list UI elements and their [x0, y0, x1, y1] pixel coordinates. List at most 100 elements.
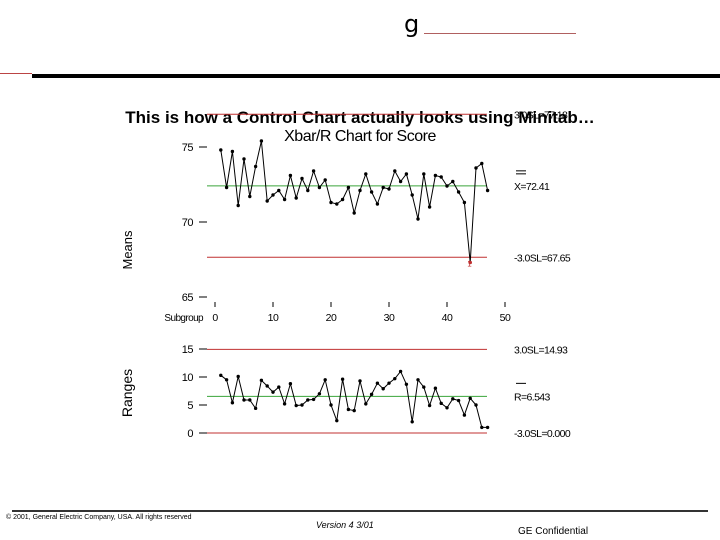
ranges-y-tick-label: 5: [187, 400, 193, 412]
means-point: [323, 178, 327, 182]
ranges-ucl-label: 3.0SL=14.93: [514, 344, 568, 356]
means-point: [387, 187, 391, 191]
means-point: [410, 193, 414, 197]
ranges-lcl-label: -3.0SL=0.000: [514, 428, 571, 440]
means-point: [294, 196, 298, 200]
ranges-point: [352, 408, 356, 413]
means-point: [306, 188, 310, 193]
means-point: [288, 173, 293, 178]
means-point: [364, 172, 368, 176]
ranges-point: [259, 378, 264, 383]
means-point: [352, 211, 356, 215]
header-divider: [32, 74, 720, 78]
footer-copyright: © 2001, General Electric Company, USA. A…: [6, 514, 192, 521]
footer-confidential: GE Confidential: [518, 526, 589, 537]
ranges-y-tick-label: 15: [182, 344, 194, 356]
means-axis-label: Means: [120, 230, 135, 270]
ranges-point: [387, 381, 391, 385]
means-point: [300, 176, 304, 181]
ranges-point: [236, 374, 240, 379]
ranges-point: [230, 401, 235, 405]
ranges-point: [422, 385, 426, 389]
means-point: [398, 179, 403, 184]
ranges-point: [329, 403, 333, 407]
ranges-axis-label: Ranges: [119, 369, 135, 417]
means-point: [219, 148, 223, 152]
ranges-point: [445, 406, 449, 410]
ranges-point: [294, 403, 298, 408]
means-ucl-label: 3.0SL=77.18: [514, 109, 568, 121]
ranges-point: [474, 403, 478, 407]
ranges-point: [375, 381, 380, 385]
ranges-point: [433, 386, 438, 390]
means-point: [381, 185, 385, 190]
ranges-point: [282, 402, 287, 406]
ranges-point: [248, 398, 252, 402]
means-point: [311, 169, 316, 173]
ranges-point: [335, 418, 339, 423]
means-point: [462, 200, 467, 205]
ranges-point: [364, 402, 368, 406]
means-point: [317, 185, 322, 190]
ranges-point: [317, 392, 322, 396]
ranges-point: [300, 403, 304, 407]
means-lcl-label: -3.0SL=67.65: [514, 252, 571, 264]
ranges-point: [358, 379, 362, 383]
means-point: [416, 217, 420, 221]
means-point: [340, 197, 345, 202]
ranges-point: [242, 398, 246, 402]
means-y-tick-label: 75: [182, 142, 194, 154]
x-tick-label: 30: [384, 312, 395, 324]
means-point: [439, 175, 443, 179]
means-point: [248, 194, 252, 199]
x-tick-label: 50: [500, 312, 511, 324]
ranges-point: [480, 425, 484, 430]
means-point: [358, 188, 362, 193]
means-point: [346, 185, 351, 190]
ranges-point: [416, 378, 420, 382]
means-center-label: X=72.41: [514, 181, 550, 193]
ranges-point: [410, 420, 414, 424]
means-out-of-control-flag: 1: [467, 260, 472, 269]
means-point: [265, 199, 269, 203]
ranges-point: [253, 406, 258, 411]
means-point: [277, 188, 281, 193]
means-point: [422, 172, 426, 176]
ranges-point: [485, 425, 490, 430]
ranges-point: [346, 407, 351, 412]
means-point: [369, 190, 374, 194]
x-tick-label: 20: [326, 312, 337, 324]
means-point: [282, 197, 287, 202]
ranges-point: [381, 387, 385, 391]
means-point: [474, 166, 478, 170]
x-tick-label: 0: [212, 312, 218, 324]
means-point: [445, 184, 449, 188]
ranges-point: [404, 382, 409, 386]
ranges-point: [462, 413, 467, 417]
means-point: [224, 185, 229, 190]
x-tick-label: 10: [268, 312, 279, 324]
means-point-out-of-control: [468, 260, 473, 265]
means-point: [259, 139, 264, 143]
means-point: [271, 193, 275, 197]
ranges-point: [277, 385, 281, 389]
ranges-point: [311, 397, 316, 402]
ranges-center-label: R=6.543: [514, 391, 551, 403]
ge-logo: g: [404, 10, 420, 38]
ranges-point: [398, 369, 403, 374]
means-point: [253, 164, 258, 169]
means-point: [485, 188, 490, 193]
means-point: [242, 157, 246, 161]
means-point: [456, 190, 461, 194]
ranges-point: [451, 397, 455, 401]
ranges-point: [393, 376, 397, 381]
means-point: [480, 161, 484, 166]
means-y-tick-label: 65: [182, 292, 194, 304]
ranges-point: [468, 396, 472, 400]
means-point: [329, 200, 333, 205]
ranges-point: [271, 390, 275, 394]
ranges-point: [369, 392, 374, 397]
ranges-point: [323, 378, 327, 382]
ranges-point: [219, 373, 223, 378]
ranges-y-tick-label: 0: [187, 428, 193, 440]
